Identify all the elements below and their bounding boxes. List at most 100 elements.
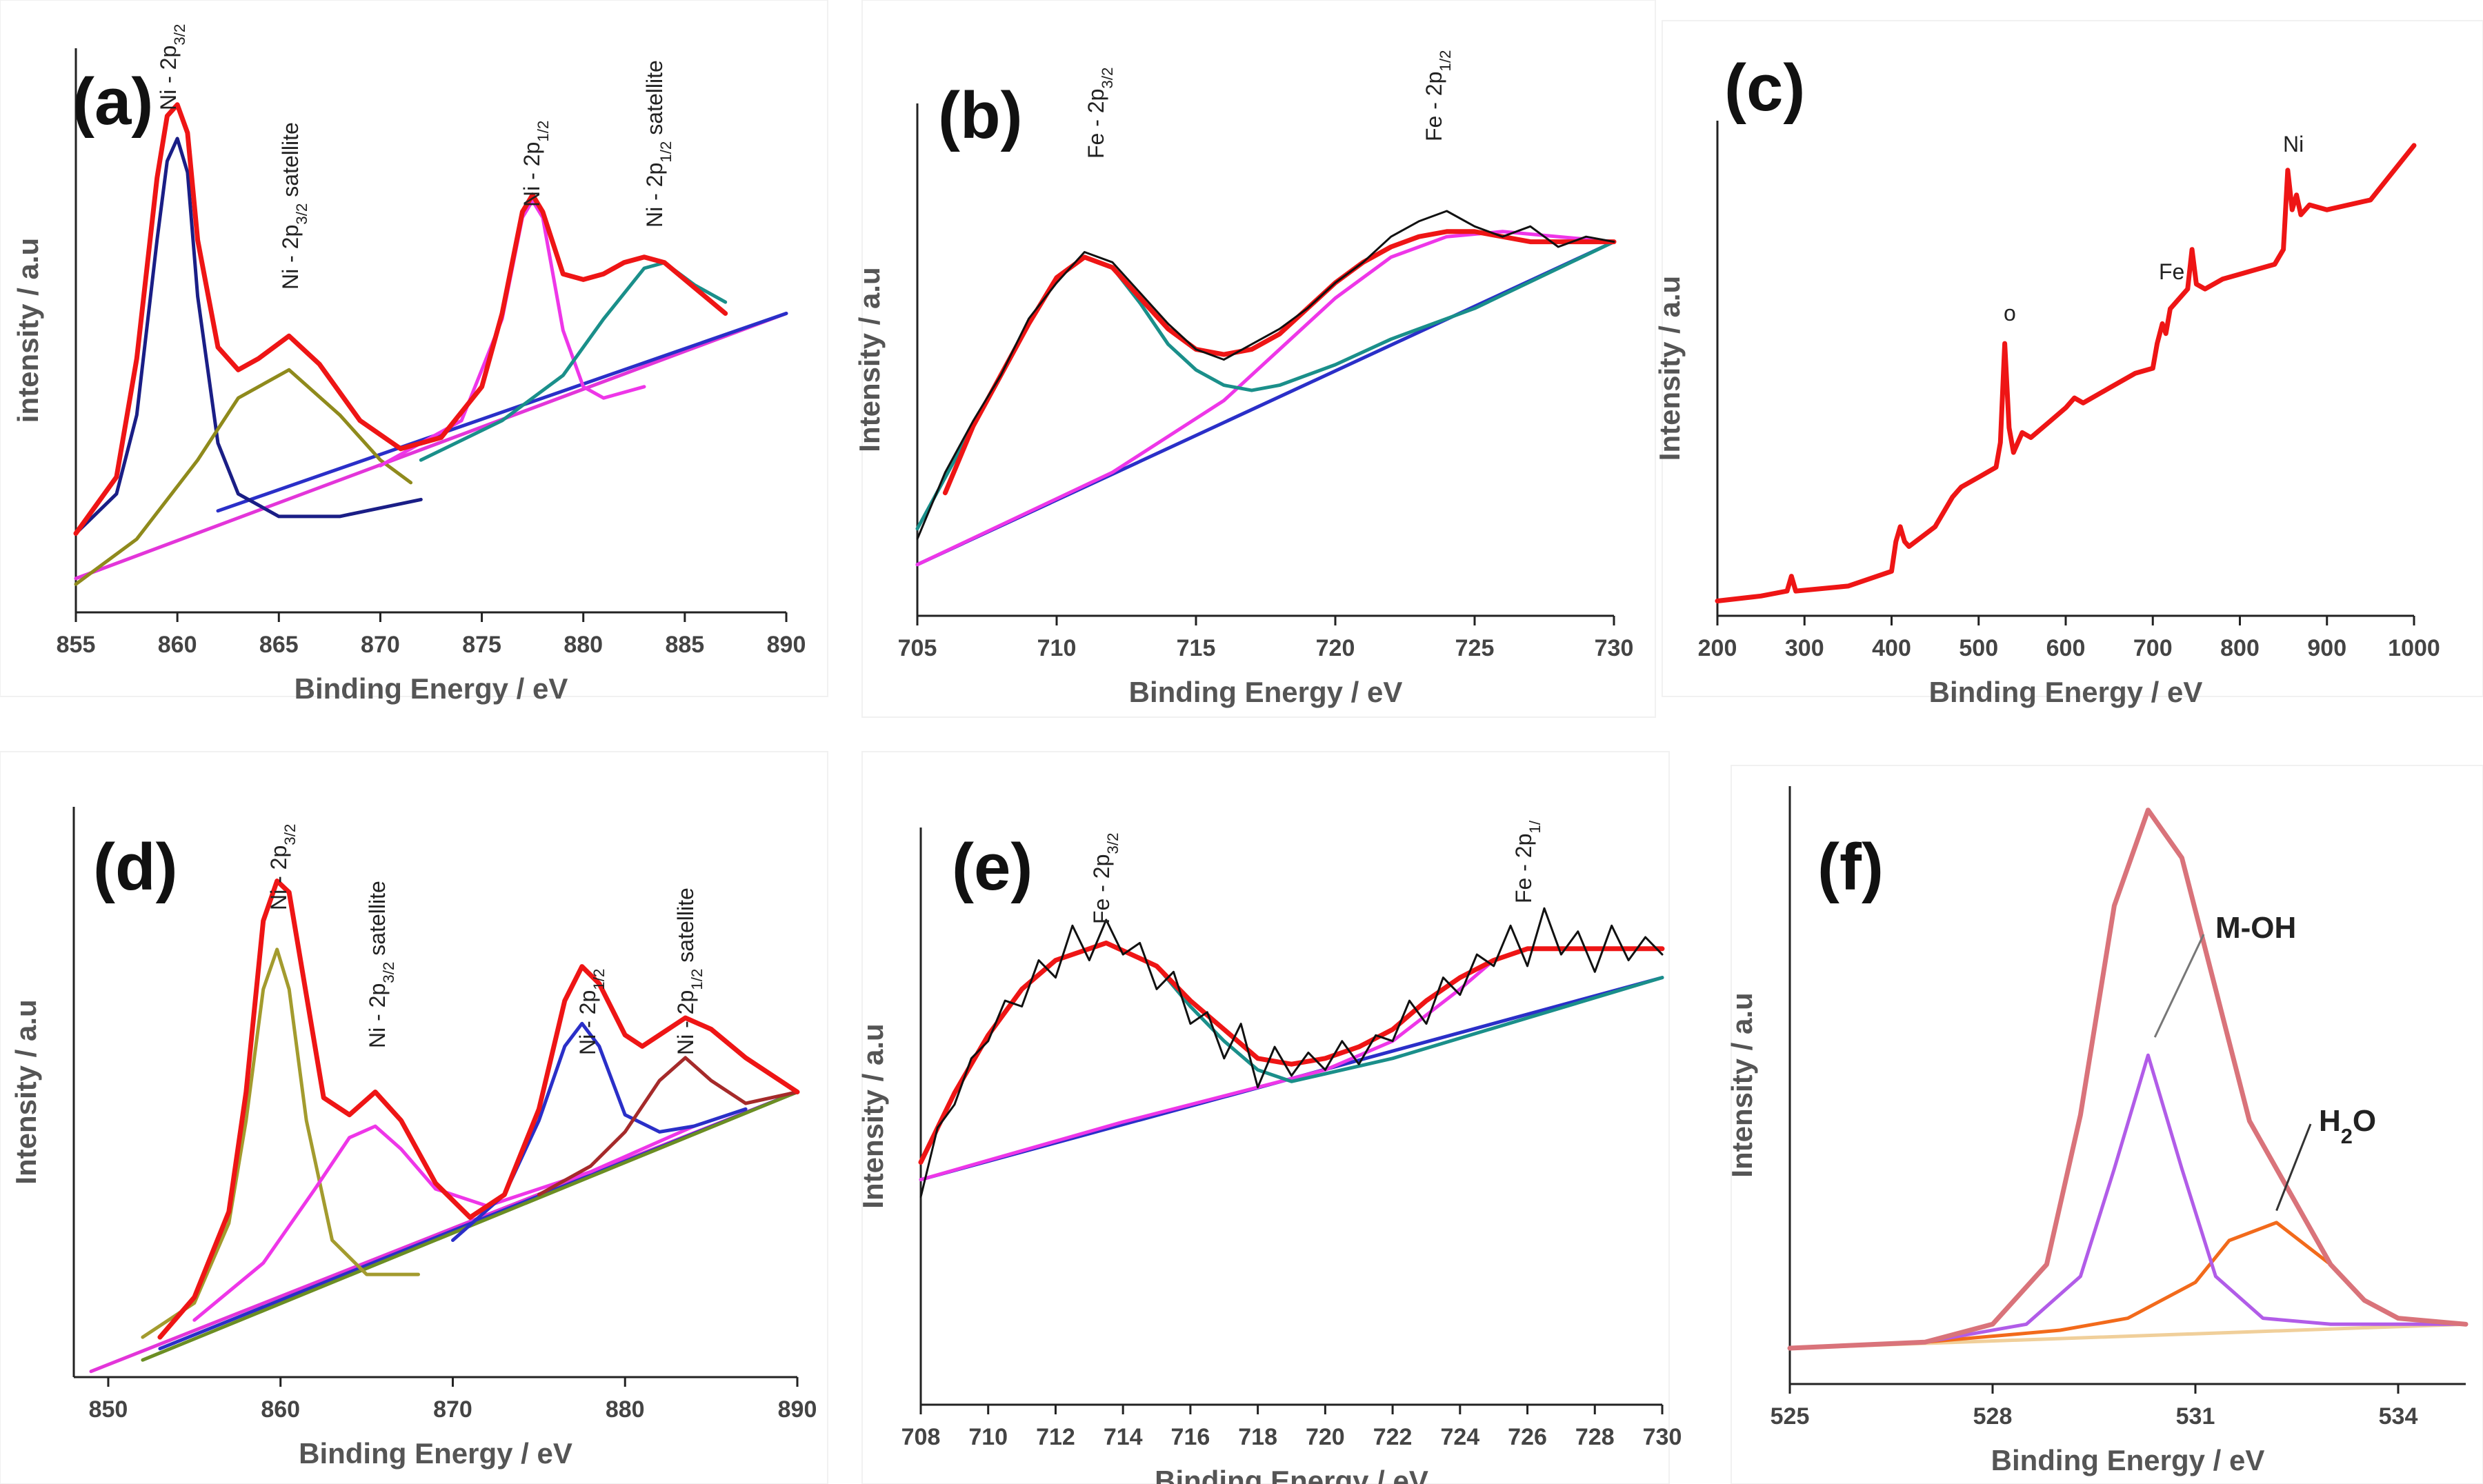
peak-annotation: M-OH [2215,911,2296,945]
series-ni-2p3-2-fit [141,947,420,1339]
peak-annotation: H2O [2319,1104,2376,1148]
series-ni-2p3-2-satellite-fit [74,368,413,586]
y-axis-title: Intensity / a.u [1653,276,1686,461]
peak-annotation: Ni - 2p3/2 [266,824,299,910]
peak-annotation: Ni - 2p1/2 satellite [642,60,675,228]
panel-a: 855 860 865 870 875 880 885 890 Binding Energy /… [0,0,828,705]
series-ni-2p3-2-fit [74,137,423,535]
series-m-oh-fit [1788,1053,2468,1350]
x-tick-label: 718 [1238,1424,1277,1450]
annotation-arrow [2153,934,2205,1038]
x-tick-label: 724 [1440,1424,1479,1450]
x-axis-title: Binding Energy / eV [1929,676,2203,708]
series-fe-2p1-2-fit [915,230,1616,567]
panel-background [0,751,828,1484]
series-envelope [157,879,800,1340]
x-tick-label: 730 [1643,1424,1682,1450]
x-tick-label: 534 [2379,1403,2418,1430]
peak-annotation: Ni - 2p1/2 [519,121,552,207]
x-tick-label: 725 [1455,635,1495,661]
peak-annotation: Ni - 2p1/2 satellite [673,888,706,1055]
x-tick-label: 720 [1316,635,1355,661]
x-tick-label: 722 [1373,1424,1413,1450]
peak-annotation: Ni [2283,132,2304,157]
x-tick-label: 730 [1595,635,1634,661]
x-tick-label: 710 [968,1424,1008,1450]
x-tick-label: 850 [89,1396,128,1423]
panel-e: 708 710 712 714 716 718 720 722 724 726 728 730 Bind… [857,751,1682,1484]
panel-b: 705 710 715 720 725 730 Binding Energy / eV Int… [853,0,1656,718]
panel-label: (a) [72,65,153,139]
x-tick-label: 865 [259,632,299,658]
x-tick-label: 870 [361,632,400,658]
peak-annotation: Fe - 2p3/2 [1084,67,1116,159]
x-axis-title: Binding Energy / eV [299,1437,572,1470]
peak-annotation: Ni - 2p1/2 [575,969,608,1055]
x-axis-title: Binding Energy / eV [295,672,568,705]
x-tick-label: 720 [1306,1424,1345,1450]
x-axis-title: Binding Energy / eV [1155,1465,1428,1484]
panel-label: (b) [938,79,1023,152]
x-tick-label: 300 [1785,635,1824,661]
panel-label: (e) [952,830,1033,904]
peak-annotation: Fe - 2p3/2 [1089,832,1121,924]
series-raw-data [919,907,1664,1199]
x-tick-label: 890 [778,1396,817,1423]
panel-background [861,751,1670,1484]
x-tick-label: 726 [1508,1424,1547,1450]
x-axis-title: Binding Energy / eV [1991,1444,2265,1476]
y-axis-title: intensity / a.u [12,238,44,423]
x-tick-label: 600 [2046,635,2086,661]
x-tick-label: 400 [1872,635,1911,661]
series-baseline [216,312,788,513]
panel-background [1731,765,2483,1484]
x-tick-label: 728 [1575,1424,1615,1450]
x-tick-label: 705 [898,635,937,661]
x-tick-label: 870 [433,1396,472,1423]
x-tick-label: 708 [901,1424,941,1450]
x-tick-label: 800 [2220,635,2260,661]
peak-annotation: Fe [2159,259,2184,284]
series-background [74,312,788,581]
x-tick-label: 525 [1771,1403,1810,1430]
annotation-arrow [2275,1123,2312,1212]
x-tick-label: 890 [767,632,806,658]
x-tick-label: 875 [462,632,501,658]
panel-label: (f) [1817,830,1884,904]
panel-d: 850 860 870 880 890 Binding Energy / eV Intens… [0,751,828,1484]
x-tick-label: 860 [261,1396,300,1423]
series-ni-2p1-2-fit [378,199,646,468]
x-tick-label: 715 [1177,635,1216,661]
x-tick-label: 200 [1698,635,1737,661]
panel-background [1662,20,2483,697]
y-axis-title: Intensity / a.u [853,267,886,452]
series-envelope [73,102,728,536]
y-axis-title: Intensity / a.u [1726,992,1758,1177]
series-ni-2p3-2-satellite-fit [192,1124,696,1322]
panel-background [861,0,1656,718]
peak-annotation: Ni - 2p3/2 satellite [278,122,310,290]
series-envelope [918,940,1665,1165]
series-raw-data [916,210,1615,540]
series-envelope [942,229,1617,496]
x-tick-label: 885 [665,632,704,658]
x-tick-label: 880 [606,1396,645,1423]
y-axis-title: Intensity / a.u [857,1023,889,1208]
peak-annotation: Ni - 2p3/2 [156,24,188,110]
x-tick-label: 500 [1959,635,1998,661]
peak-annotation: Ni - 2p3/2 satellite [365,881,397,1048]
series-ni-2p1-2-satellite-fit [537,1056,799,1196]
x-tick-label: 900 [2307,635,2346,661]
series-envelope [1787,808,2469,1351]
x-tick-label: 860 [158,632,197,658]
peak-annotation: Fe - 2p1/2 [1422,50,1454,141]
x-tick-label: 1000 [2388,635,2440,661]
y-axis-title: Intensity / a.u [10,999,42,1184]
peak-annotation: Fe - 2p1/ [1511,820,1544,903]
x-tick-label: 531 [2176,1403,2215,1430]
peak-annotation: o [2004,301,2016,325]
panel-f: 525 528 531 534 Binding Energy / eV Intensity… [1726,765,2483,1484]
x-axis-title: Binding Energy / eV [1129,676,1403,708]
panel-c: 200 300 400 500 600 700 800 900 1000 Binding Ener… [1653,20,2483,708]
